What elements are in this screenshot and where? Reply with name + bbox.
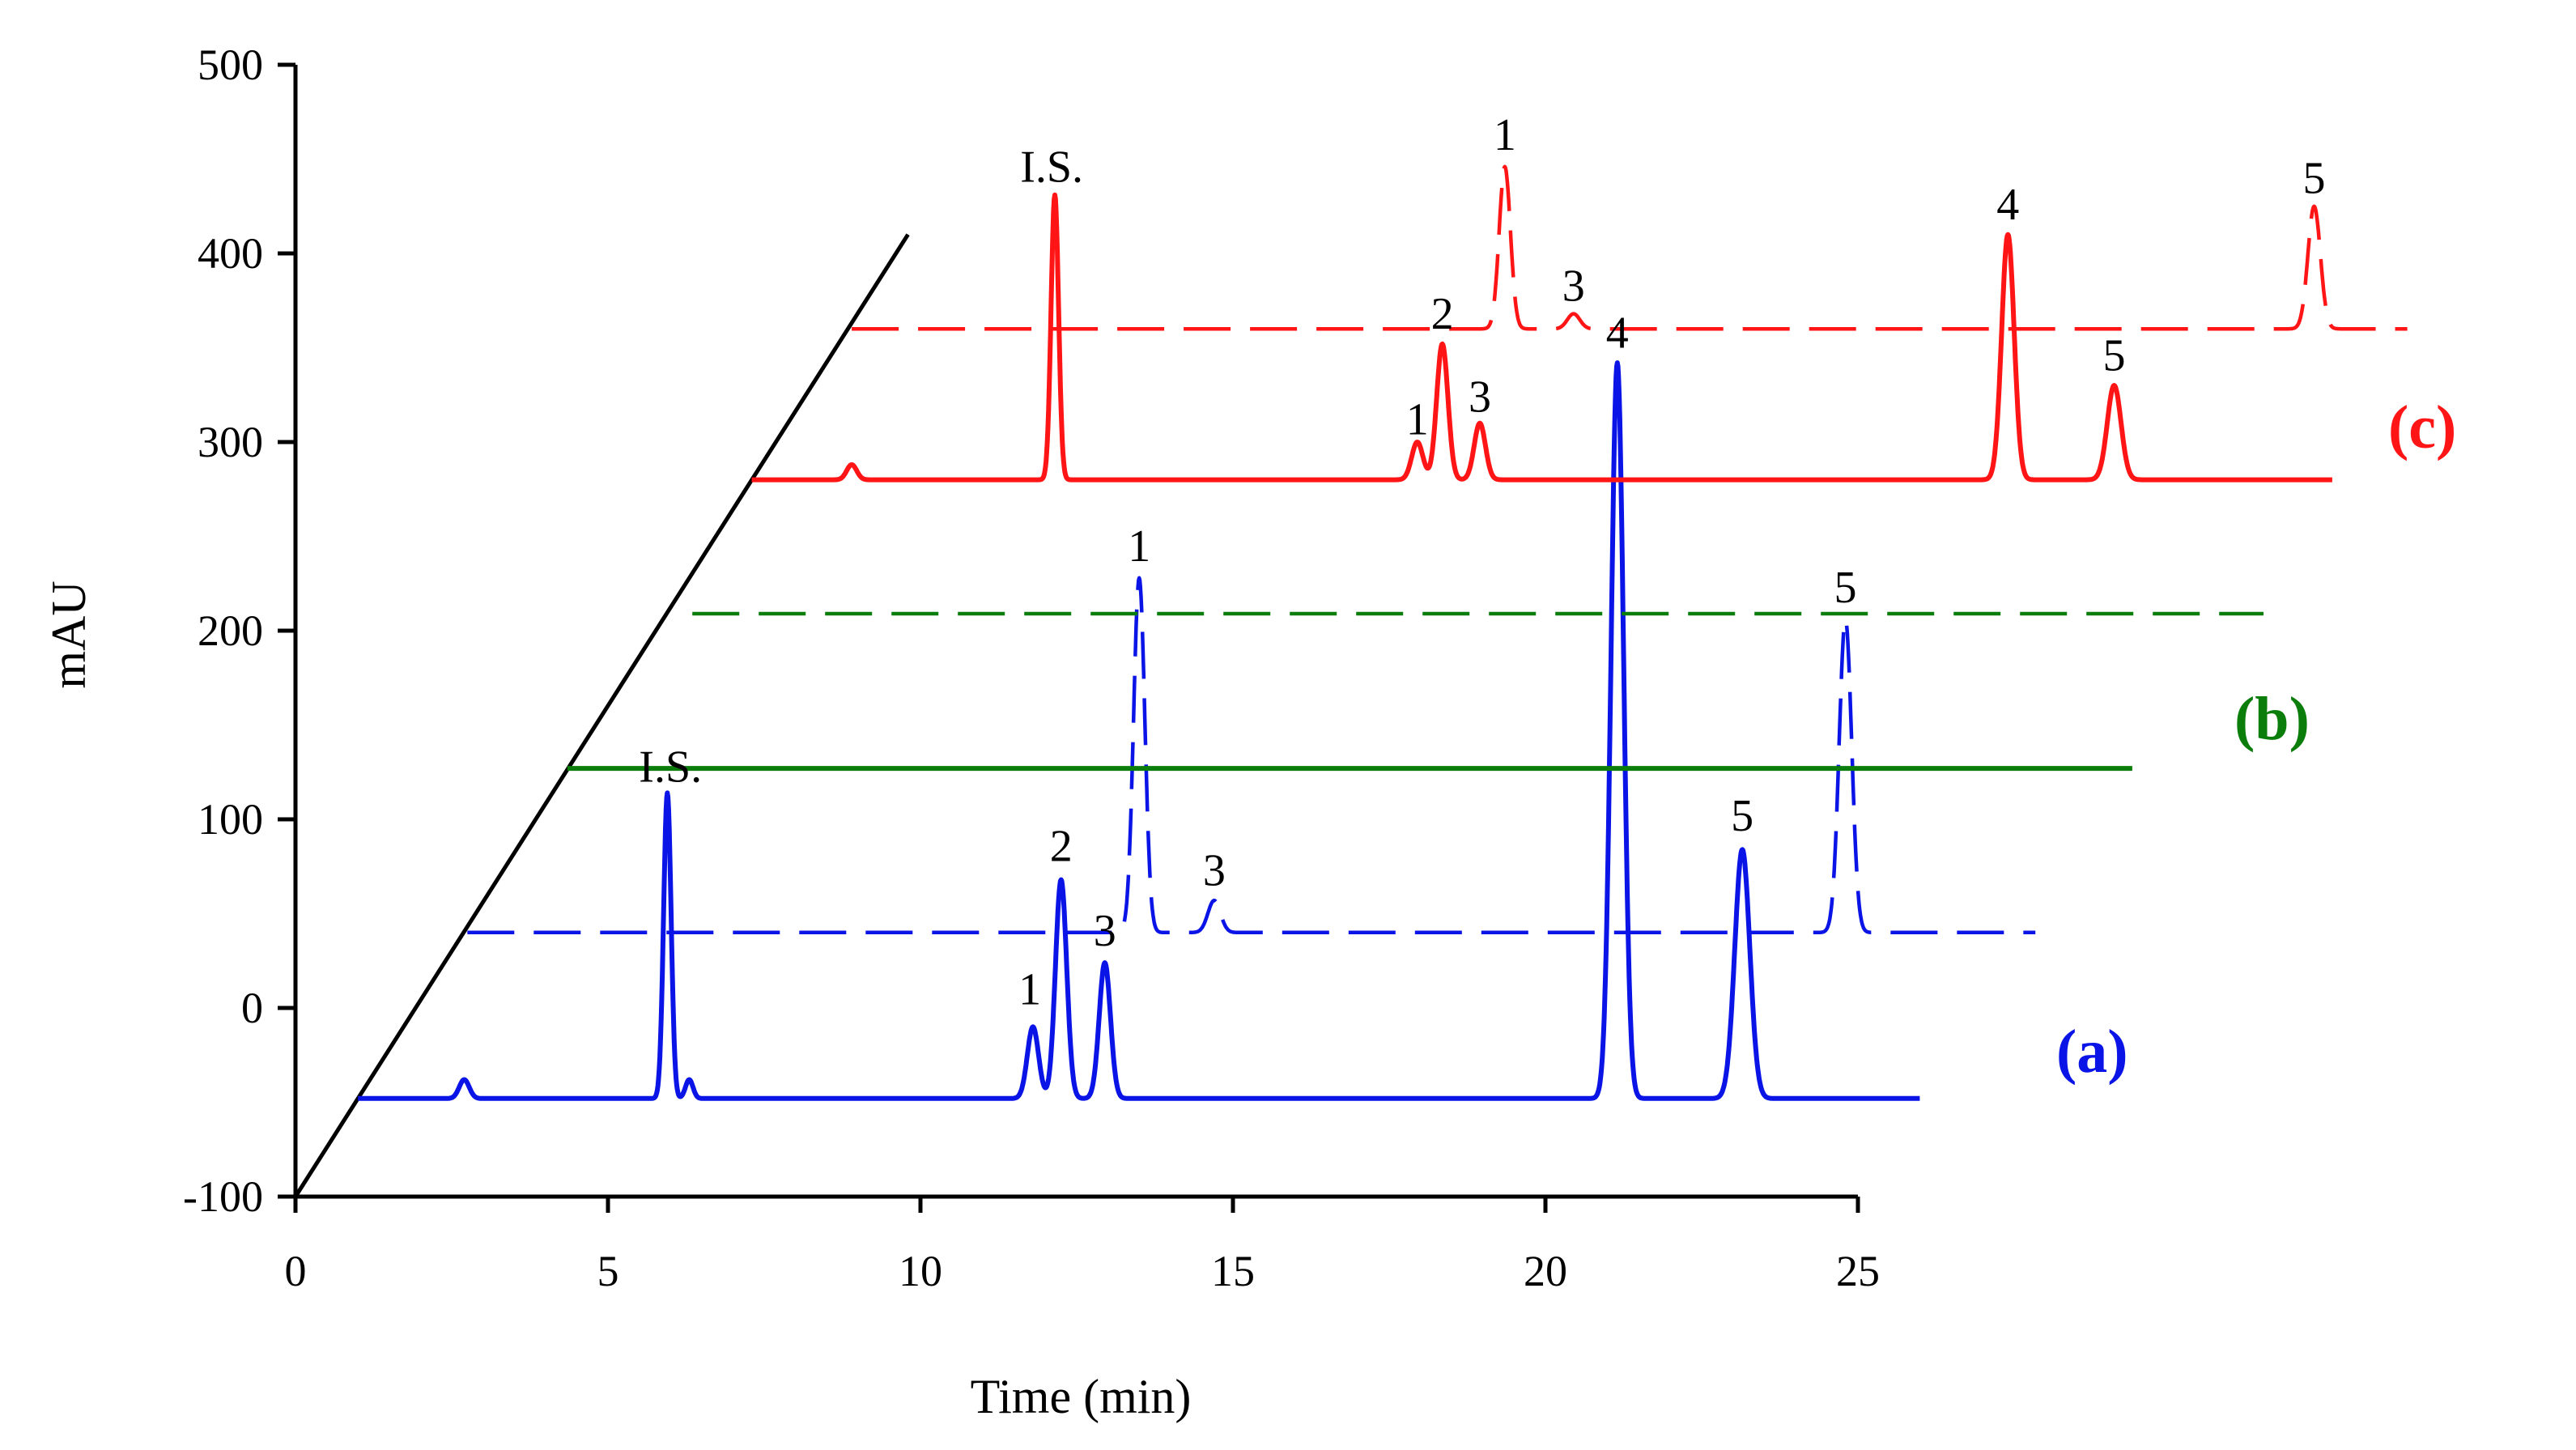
trace-line	[465, 576, 2037, 935]
peak-label: 3	[1094, 906, 1116, 956]
peak-label: 2	[1431, 289, 1454, 339]
baseline-diagonal	[293, 233, 910, 1198]
x-tick-label: 5	[597, 1247, 619, 1295]
peak-label: 5	[2103, 330, 2126, 381]
x-tick-label: 20	[1524, 1247, 1567, 1295]
peak-label: 1	[1018, 964, 1041, 1014]
y-tick-label: 500	[198, 40, 263, 89]
peak-label: I.S.	[639, 742, 702, 792]
y-tick-label: 0	[241, 984, 263, 1032]
peak-label: 1	[1128, 521, 1150, 572]
trace-label-c: (c)	[2388, 393, 2456, 461]
peak-label: 3	[1469, 372, 1491, 423]
peak-label: 5	[1731, 791, 1753, 841]
peak-label: 2	[1050, 821, 1073, 871]
y-axis-title: mAU	[42, 580, 96, 688]
peak-label: 4	[1606, 308, 1629, 359]
peak-label: 5	[2303, 153, 2326, 203]
trace-line	[356, 360, 1922, 1101]
y-tick-label: -100	[183, 1172, 263, 1221]
trace-line	[750, 192, 2335, 483]
trace-label-a: (a)	[2056, 1018, 2128, 1086]
y-tick-label: 100	[198, 795, 263, 844]
x-tick-label: 10	[899, 1247, 942, 1295]
y-tick-label: 300	[198, 418, 263, 466]
trace-label-b: (b)	[2234, 685, 2310, 753]
x-tick-label: 25	[1836, 1247, 1880, 1295]
peak-label: 5	[1834, 563, 1857, 613]
traces	[356, 164, 2409, 1101]
peak-label: 3	[1562, 261, 1585, 311]
y-tick-label: 200	[198, 606, 263, 655]
peak-label: 1	[1494, 110, 1516, 160]
diagonal-line	[293, 233, 910, 1198]
peak-label: 1	[1406, 395, 1429, 445]
x-tick-label: 15	[1211, 1247, 1255, 1295]
x-tick-label: 0	[285, 1247, 307, 1295]
peak-label: I.S.	[1020, 142, 1083, 192]
y-tick-label: 400	[198, 229, 263, 278]
peak-label: 4	[1996, 180, 2019, 230]
peak-label: 3	[1203, 846, 1226, 896]
x-axis-title: Time (min)	[971, 1370, 1192, 1423]
trace-line	[850, 164, 2409, 331]
